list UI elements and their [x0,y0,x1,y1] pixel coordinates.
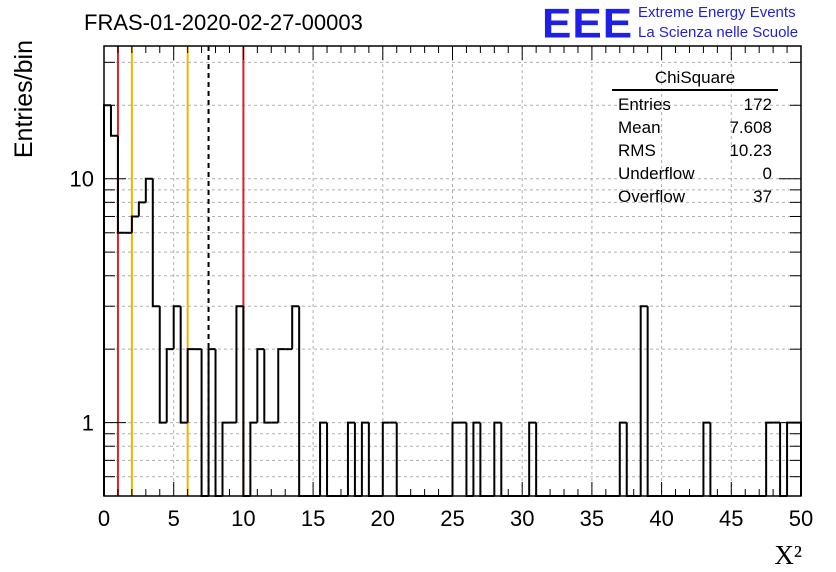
x-tick-label: 50 [789,506,813,531]
histogram-bin [346,421,355,496]
histogram-bin [256,348,265,423]
histogram-bin [109,105,118,137]
x-tick-label: 45 [719,506,743,531]
stats-row-rms: RMS 10.23 [612,139,778,162]
histogram-bin [493,421,502,496]
histogram-bin [618,421,627,496]
histogram-bin [144,177,153,203]
chart-title: FRAS-01-2020-02-27-00003 [84,10,363,35]
histogram-bin [702,421,711,496]
histogram-bin [116,135,125,234]
histogram-bin [221,421,230,496]
histogram-bin [207,348,216,496]
histogram-bin [242,306,251,497]
stats-value: 10.23 [729,141,772,160]
x-tick-label: 15 [301,506,325,531]
stats-row-underflow: Underflow 0 [612,162,778,185]
logo-line-1: Extreme Energy Events [638,4,796,21]
histogram-bin [151,178,160,308]
logo-line-2: La Scienza nelle Scuole [638,24,799,41]
histogram-bin [639,305,648,496]
histogram-bin [235,305,244,423]
stats-row-mean: Mean 7.608 [612,116,778,139]
stats-row-entries: Entries 172 [612,93,778,116]
y-axis-label: Entries/bin [10,40,38,158]
histogram-bin [646,306,655,497]
stats-label: Mean [618,118,661,137]
histogram-bin [249,421,258,496]
histogram-bin [103,104,111,496]
stats-value: 0 [762,164,772,183]
histogram-bin [381,421,390,496]
tick-labels: 0 5 10 15 20 25 30 35 40 45 50 1 10 [70,167,814,531]
axis-ticks [103,46,802,497]
stats-label: Overflow [618,187,686,206]
x-tick-label: 10 [231,506,255,531]
stats-title: ChiSquare [612,68,778,91]
histogram-bin [319,421,328,496]
histogram-bin [472,421,481,496]
histogram-bin [186,348,195,423]
x-tick-label: 0 [98,506,110,531]
histogram-bin [137,201,146,217]
histogram-bin [172,305,181,350]
stats-value: 7.608 [729,118,772,137]
stats-box: ChiSquare Entries 172 Mean 7.608 RMS 10.… [612,68,778,208]
stats-row-overflow: Overflow 37 [612,185,778,208]
histogram-bin [360,421,369,496]
histogram-bin [765,421,774,496]
histogram-bin [263,349,272,424]
stats-label: RMS [618,141,656,160]
x-tick-label: 30 [510,506,534,531]
reference-lines [116,46,245,496]
eee-logo: EEE [542,0,634,47]
x-tick-label: 35 [580,506,604,531]
stats-label: Underflow [618,164,695,183]
histogram-bin [130,215,139,233]
x-axis-label: X² [774,540,802,570]
stats-value: 37 [753,187,772,206]
histogram-bin [277,348,286,423]
histogram-bin [158,306,167,424]
x-tick-label: 25 [440,506,464,531]
histogram-bin [451,421,460,496]
histogram-bin [528,421,537,496]
y-tick-label: 10 [70,167,94,192]
y-tick-label: 1 [82,411,94,436]
x-tick-label: 40 [649,506,673,531]
stats-value: 172 [743,95,772,114]
histogram-bin [179,306,188,424]
x-tick-label: 5 [168,506,180,531]
histogram-bin [291,305,300,350]
histogram-bin [298,306,307,497]
stats-label: Entries [618,95,671,114]
histogram-bin [165,348,174,423]
x-tick-label: 20 [371,506,395,531]
